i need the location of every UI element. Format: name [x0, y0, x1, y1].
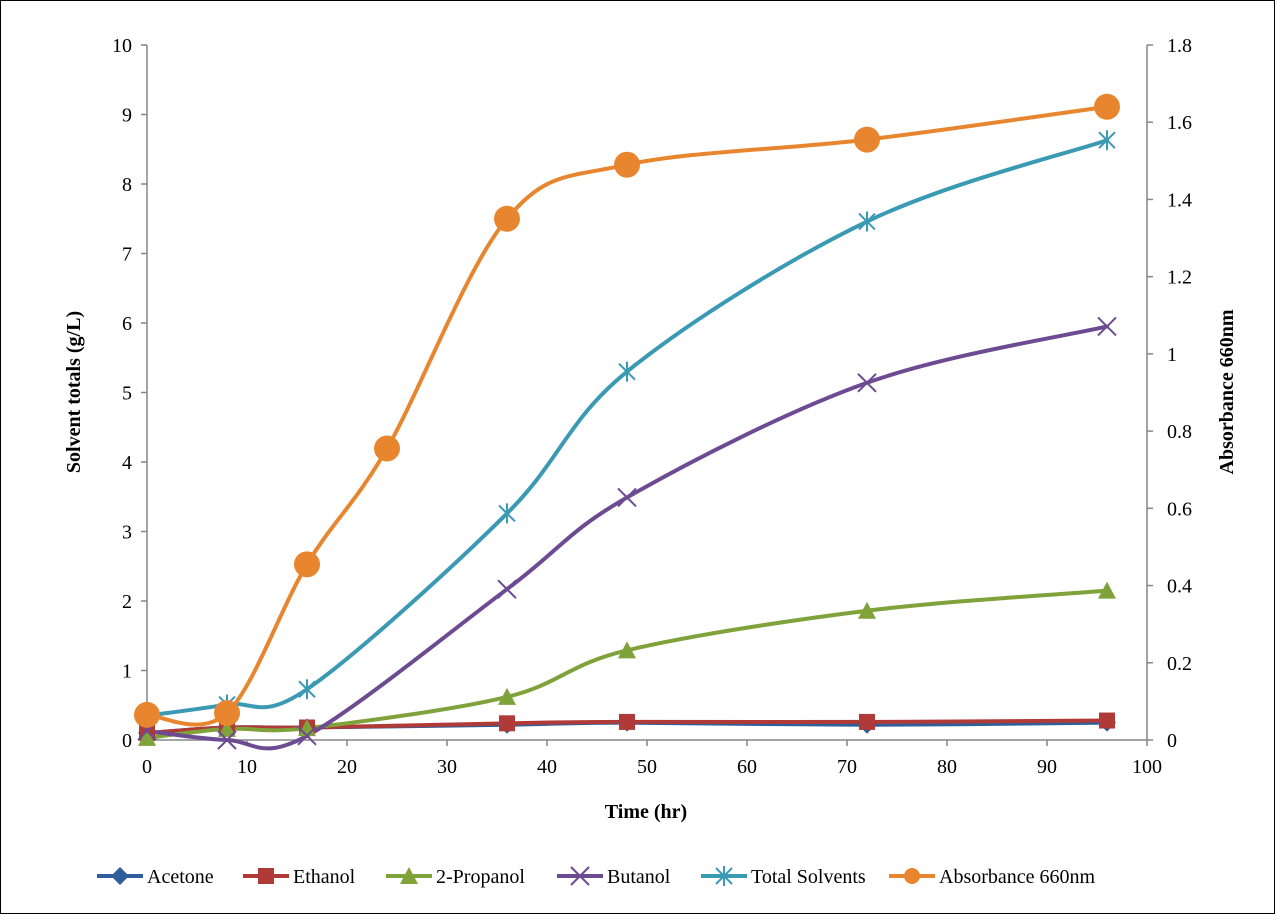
series-line-2-propanol	[145, 588, 1109, 740]
data-point-butanol	[1097, 316, 1117, 337]
series-line-absorbance-660nm	[145, 104, 1109, 727]
data-point-2-propanol	[138, 728, 156, 746]
legend-item: Ethanol	[243, 866, 356, 888]
legend-item: Absorbance 660nm	[889, 866, 1096, 888]
y-tick-label-right: 1.2	[1167, 267, 1192, 289]
data-point-butanol	[217, 730, 237, 750]
data-point-total-solvents	[498, 503, 516, 524]
data-point-ethanol	[1099, 712, 1115, 729]
triangle-icon	[400, 867, 418, 884]
x-tick-label: 100	[1132, 756, 1162, 778]
x-tick-label: 50	[637, 756, 657, 778]
legend-item: Total Solvents	[701, 866, 866, 888]
star-icon	[715, 866, 733, 886]
data-point-2-propanol	[858, 601, 876, 619]
legend-item: Butanol	[557, 866, 671, 888]
x-tick-label: 10	[237, 756, 257, 778]
x-tick-label: 20	[337, 756, 357, 778]
x-tick-label: 30	[437, 756, 457, 778]
y-tick-label-right: 0	[1167, 730, 1177, 752]
legend-label: Butanol	[607, 866, 671, 888]
data-point-2-propanol	[618, 641, 636, 659]
data-point-total-solvents	[858, 211, 876, 232]
legend-item: 2-Propanol	[386, 866, 525, 888]
y-tick-label-left: 7	[122, 244, 132, 266]
data-point-butanol	[617, 487, 637, 508]
x-tick-label: 70	[837, 756, 857, 778]
y-axis-title-right: Absorbance 660nm	[1216, 309, 1238, 474]
data-point-2-propanol	[498, 687, 516, 705]
x-tick-label: 60	[737, 756, 757, 778]
legend-label: 2-Propanol	[436, 866, 525, 888]
data-point-2-propanol	[218, 719, 236, 737]
data-point-2-propanol	[1098, 581, 1116, 599]
series-line-total-solvents	[145, 138, 1109, 718]
series-markers-group	[134, 93, 1120, 750]
legend-label: Absorbance 660nm	[939, 866, 1096, 888]
x-tick-label: 0	[142, 756, 152, 778]
diamond-icon	[111, 867, 129, 885]
y-tick-label-left: 0	[122, 730, 132, 752]
legend-label: Acetone	[147, 866, 214, 888]
data-point-absorbance-660nm	[614, 151, 640, 178]
y-tick-label-left: 3	[122, 522, 132, 544]
y-tick-label-left: 9	[122, 105, 132, 127]
y-tick-label-right: 1.4	[1167, 189, 1192, 211]
data-point-absorbance-660nm	[214, 699, 240, 726]
y-tick-label-left: 5	[122, 383, 132, 405]
data-point-total-solvents	[1098, 130, 1116, 151]
square-icon	[258, 868, 274, 884]
data-point-ethanol	[619, 713, 635, 730]
y-tick-label-right: 1.6	[1167, 112, 1192, 134]
y-tick-label-right: 0.6	[1167, 498, 1192, 520]
y-tick-label-left: 4	[122, 452, 132, 474]
data-point-ethanol	[499, 715, 515, 732]
y-tick-label-left: 10	[112, 35, 132, 57]
y-tick-label-right: 1	[1167, 344, 1177, 366]
x-tick-label: 90	[1037, 756, 1057, 778]
data-point-absorbance-660nm	[494, 205, 520, 232]
data-point-butanol	[297, 726, 317, 746]
x-axis-title: Time (hr)	[605, 801, 687, 823]
y-tick-label-left: 1	[122, 661, 132, 683]
data-point-total-solvents	[298, 679, 316, 700]
data-point-absorbance-660nm	[374, 435, 400, 462]
x-icon	[570, 866, 590, 886]
y-tick-label-right: 0.8	[1167, 421, 1192, 443]
data-point-absorbance-660nm	[854, 126, 880, 153]
x-tick-label: 40	[537, 756, 557, 778]
circle-icon	[904, 868, 920, 884]
axes-group: 0 10 20 30 40 50 60 70 80 90 10001234567891000.20.…	[112, 35, 1192, 778]
legend-label: Ethanol	[293, 866, 356, 888]
y-tick-label-left: 2	[122, 591, 132, 613]
data-point-total-solvents	[618, 361, 636, 382]
data-point-absorbance-660nm	[1094, 93, 1120, 120]
legend: Acetone Ethanol 2-Propanol Butanol Total Sol…	[97, 866, 1096, 888]
y-tick-label-left: 8	[122, 174, 132, 196]
data-point-ethanol	[859, 713, 875, 730]
data-point-butanol	[857, 373, 877, 393]
y-axis-title-left: Solvent totals (g/L)	[63, 311, 85, 473]
series-line-butanol	[145, 324, 1109, 751]
data-point-absorbance-660nm	[134, 701, 160, 728]
y-tick-label-right: 1.8	[1167, 35, 1192, 57]
y-tick-label-left: 6	[122, 313, 132, 335]
x-tick-label: 80	[937, 756, 957, 778]
legend-item: Acetone	[97, 866, 214, 888]
data-point-butanol	[497, 579, 517, 599]
y-tick-label-right: 0.4	[1167, 576, 1192, 598]
y-tick-label-right: 0.2	[1167, 653, 1192, 675]
data-point-absorbance-660nm	[294, 551, 320, 578]
legend-label: Total Solvents	[751, 866, 866, 888]
